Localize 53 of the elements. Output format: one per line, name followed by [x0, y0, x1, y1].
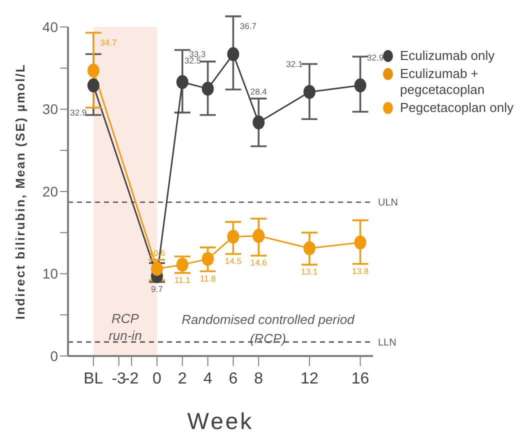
data-label: 11.8: [200, 273, 216, 284]
point: [176, 258, 188, 272]
data-label: 11.1: [174, 274, 191, 285]
x-tick-label: BL: [84, 370, 104, 388]
point: [227, 47, 240, 62]
x-tick-label: 4: [203, 370, 212, 388]
point: [354, 235, 366, 250]
point: [252, 228, 265, 243]
point: [87, 78, 100, 92]
y-tick-label: 0: [50, 348, 58, 364]
point: [354, 78, 366, 92]
point: [303, 241, 316, 256]
x-tick-label: 8: [254, 370, 264, 388]
x-axis-title: Week: [187, 408, 254, 433]
x-tick-label: 6: [228, 370, 238, 388]
point: [150, 262, 163, 276]
y-tick-label: 40: [42, 18, 58, 35]
data-label: 13.8: [352, 266, 369, 276]
point: [227, 230, 240, 244]
y-axis-title: Indirect bilirubin, Mean (SE) µmol/L: [13, 63, 28, 320]
legend-label: Eculizumab + pegcetacoplan: [400, 66, 486, 98]
legend-label: Eculizumab only: [400, 48, 495, 64]
point: [303, 84, 316, 99]
data-label: 32.5: [184, 56, 202, 66]
data-label: 32.9: [70, 107, 87, 118]
annotation: Randomised controlled period (RCP): [180, 311, 356, 348]
x-tick-label: -2: [124, 370, 139, 388]
x-tick-label: 16: [351, 370, 370, 388]
ref-line-label: ULN: [378, 198, 398, 209]
data-label: 28.4: [250, 86, 268, 97]
point: [252, 115, 265, 130]
ref-line-label: LLN: [378, 338, 396, 349]
point: [87, 64, 100, 78]
data-label: 36.7: [240, 21, 257, 32]
x-tick-label: 12: [300, 370, 318, 388]
data-label: 13.1: [301, 266, 318, 277]
point: [176, 75, 188, 90]
data-label: 9.7: [151, 284, 164, 294]
x-tick-label: 2: [178, 370, 187, 388]
x-tick-label: 0: [152, 370, 162, 388]
point: [202, 252, 214, 266]
band-label: RCP run-in: [108, 311, 142, 344]
point: [202, 82, 214, 96]
data-label: 32.9: [367, 52, 384, 62]
y-tick-label: 20: [42, 183, 58, 200]
legend-label: Pegcetacoplan only: [400, 100, 514, 116]
data-label: 32.1: [286, 58, 303, 69]
data-label: 14.6: [250, 258, 268, 268]
data-label: 14.5: [224, 256, 242, 266]
x-tick-label: -3: [112, 370, 126, 388]
data-label: 34.7: [100, 38, 117, 48]
y-tick-label: 10: [42, 266, 58, 282]
y-tick-label: 30: [42, 101, 58, 118]
